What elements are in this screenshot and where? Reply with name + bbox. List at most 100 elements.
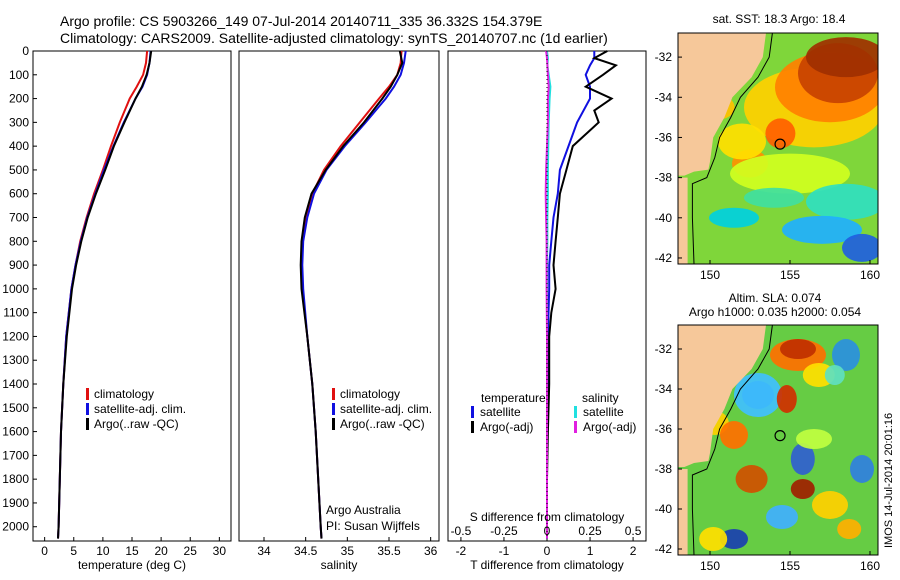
map-field-patch (744, 187, 804, 208)
y-tick-label: -42 (655, 251, 673, 265)
shelf-contour (691, 33, 773, 264)
y-tick-label: -34 (655, 90, 673, 104)
legend-label: satellite-adj. clim. (340, 402, 432, 416)
map-field-patch (812, 491, 848, 519)
legend-label: satellite (480, 405, 521, 419)
x2-tick-label: 0.5 (625, 524, 642, 538)
y-tick-label: 1500 (2, 401, 29, 415)
map-field-patch (806, 183, 878, 220)
series-line-t-argo-adj (546, 50, 619, 539)
australia-landmass (678, 33, 766, 176)
imos-timestamp: IMOS 14-Jul-2014 20:01:16 (883, 413, 895, 548)
map-field-patch (765, 118, 796, 149)
map-field-patch (806, 37, 878, 78)
x2-tick-label: 0.25 (578, 524, 602, 538)
x-tick-label: 150 (700, 268, 720, 282)
series-line-argo-raw-qc (299, 50, 404, 539)
y-tick-label: 1400 (2, 377, 29, 391)
x-tick-label: -2 (456, 544, 467, 558)
y-tick-label: 400 (9, 139, 29, 153)
x-tick-label: 155 (780, 559, 800, 573)
map-subtitle: Argo h1000: 0.035 h2000: 0.054 (689, 305, 861, 319)
y-tick-label: 1800 (2, 472, 29, 486)
tasmania-landmass (678, 469, 688, 555)
x-tick-label: 36 (424, 544, 438, 558)
map-field-patch (709, 207, 759, 228)
x-tick-label: 160 (860, 268, 880, 282)
legend-swatch (574, 421, 577, 433)
map-title: sat. SST: 18.3 Argo: 18.4 (713, 12, 846, 26)
y-tick-label: -32 (655, 50, 673, 64)
y-tick-label: -40 (655, 211, 673, 225)
plot-frame (238, 50, 440, 542)
y-tick-label: -42 (655, 542, 673, 556)
x-tick-label: 5 (70, 544, 77, 558)
y-tick-label: 1100 (3, 306, 29, 320)
x-axis-label: salinity (321, 558, 358, 572)
x2-tick-label: 0 (544, 524, 551, 538)
annotation-text: PI: Susan Wijffels (326, 519, 420, 533)
map-field-patch (842, 233, 878, 262)
legend-label: Argo(-adj) (583, 420, 636, 434)
x-tick-label: 35 (341, 544, 355, 558)
legend-label: satellite (583, 405, 624, 419)
y-tick-label: 1600 (2, 425, 29, 439)
y-tick-label: 700 (9, 211, 29, 225)
figure-title-line1: Argo profile: CS 5903266_149 07-Jul-2014… (60, 13, 542, 29)
map-field-patch (850, 455, 874, 483)
salinity-panel: 34 34.5 35 35.5 36 salinity climatologysatelli… (238, 50, 440, 572)
y-tick-label: 900 (9, 258, 29, 272)
map-field-patch (790, 443, 815, 475)
map-field-patch (824, 365, 845, 385)
map-frame (677, 32, 879, 265)
map-field-patch (735, 465, 768, 493)
y-tick-label: 1300 (2, 353, 29, 367)
y-tick-label: -34 (655, 382, 673, 396)
y-tick-label: 1700 (2, 448, 29, 462)
x-tick-label: 15 (125, 544, 139, 558)
map-field-patch (780, 339, 816, 359)
y-tick-label: 0 (22, 44, 29, 58)
x-tick-label: 0 (544, 544, 551, 558)
x-tick-label: 10 (96, 544, 110, 558)
map-field-patch (720, 529, 748, 549)
y-tick-label: 1000 (2, 282, 29, 296)
x-tick-label: -1 (499, 544, 510, 558)
y-tick-label: 500 (9, 163, 29, 177)
x-tick-label: 160 (860, 559, 880, 573)
x-tick-label: 2 (630, 544, 637, 558)
x2-tick-label: -0.25 (490, 524, 518, 538)
annotation-text: Argo Australia (326, 503, 401, 517)
legend-label: Argo(-adj) (480, 420, 533, 434)
y-tick-label: 600 (9, 187, 29, 201)
legend-swatch (332, 388, 335, 400)
legend-swatch (86, 418, 89, 430)
x2-tick-label: -0.5 (451, 524, 472, 538)
legend-swatch (471, 406, 474, 418)
legend-header: temperature (481, 391, 546, 405)
y-tick-label: 1200 (2, 329, 29, 343)
legend-label: climatology (94, 387, 154, 401)
y-tick-label: 200 (9, 92, 29, 106)
x2-axis-label: S difference from climatology (470, 510, 625, 524)
legend-swatch (86, 388, 89, 400)
x-tick-label: 0 (41, 544, 48, 558)
plot-frame (32, 50, 232, 542)
australia-landmass (678, 325, 766, 467)
map-field-patch (837, 519, 862, 539)
figure-title-line2: Climatology: CARS2009. Satellite-adjuste… (60, 30, 608, 46)
x-tick-label: 1 (587, 544, 594, 558)
temperature-panel: 0100200300400500600700800900100011001200… (2, 44, 232, 572)
map-field-patch (720, 421, 748, 449)
map-field-patch (782, 215, 862, 244)
map-field-patch (734, 373, 782, 417)
legend-swatch (332, 418, 335, 430)
legend-swatch (86, 403, 89, 415)
map-field-patch (776, 385, 797, 413)
legend-swatch (471, 421, 474, 433)
map-field-patch (832, 339, 860, 371)
legend-label: climatology (340, 387, 400, 401)
x-tick-label: 20 (154, 544, 168, 558)
x-tick-label: 34 (257, 544, 271, 558)
map-field-patch (718, 123, 766, 160)
